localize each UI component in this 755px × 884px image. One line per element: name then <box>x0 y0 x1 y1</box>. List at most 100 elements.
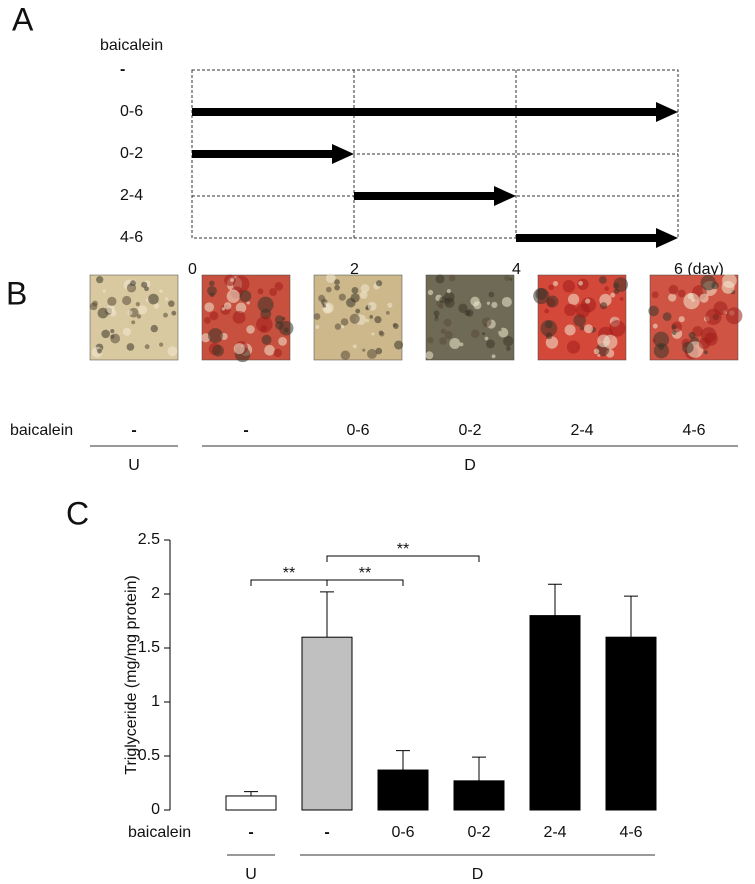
cell-texture <box>212 344 224 357</box>
bar <box>605 636 657 811</box>
cell-texture <box>150 324 159 333</box>
cell-texture <box>486 339 496 349</box>
cell-texture <box>678 316 685 323</box>
cell-texture <box>374 316 382 324</box>
treatment-arrow <box>192 144 354 164</box>
cell-texture <box>208 280 215 287</box>
cell-texture <box>721 280 735 294</box>
cell-texture <box>677 289 686 298</box>
cell-texture <box>610 292 616 298</box>
cell-texture <box>597 334 610 348</box>
x-tick-label: - <box>248 824 253 841</box>
cell-texture <box>597 353 601 357</box>
cell-texture <box>486 301 491 305</box>
error-bar <box>320 591 334 638</box>
cell-texture <box>427 336 434 344</box>
x-tick-label: 0-6 <box>391 824 414 841</box>
cell-texture <box>366 348 377 359</box>
cell-texture <box>385 311 390 315</box>
cell-texture <box>375 280 383 287</box>
row-label: 2-4 <box>120 187 143 204</box>
cell-texture <box>564 324 576 336</box>
cell-texture <box>355 308 361 314</box>
cell-texture <box>283 327 289 333</box>
bar <box>529 615 581 811</box>
x-tick-label: 0-2 <box>467 824 490 841</box>
cell-texture <box>130 280 136 286</box>
cell-texture <box>207 328 223 344</box>
cell-texture <box>446 289 451 294</box>
cell-texture <box>593 348 600 355</box>
cell-texture <box>122 327 131 336</box>
cell-texture <box>394 340 404 350</box>
micrograph <box>533 274 629 361</box>
micrograph <box>313 273 404 361</box>
cell-texture <box>324 302 329 306</box>
cell-texture <box>167 346 178 357</box>
error-bar <box>396 750 410 771</box>
y-tick-label: 1.5 <box>138 639 160 656</box>
y-tick-label: 0 <box>151 801 160 818</box>
cell-texture <box>652 338 656 343</box>
cell-texture <box>444 331 453 340</box>
significance-label: ** <box>397 541 409 558</box>
cell-texture <box>232 310 246 324</box>
cell-texture <box>671 324 677 330</box>
cell-texture <box>318 294 326 302</box>
cell-texture <box>367 301 377 311</box>
error-bar <box>244 791 258 796</box>
cell-texture <box>699 293 709 303</box>
significance-bracket <box>326 555 480 562</box>
cell-texture <box>281 316 286 321</box>
y-tick-label: 0.5 <box>138 747 160 764</box>
bar <box>453 780 505 811</box>
cell-texture <box>334 323 342 330</box>
cell-texture <box>604 286 609 291</box>
cell-texture <box>136 314 142 319</box>
micrograph <box>648 273 743 361</box>
cell-texture <box>682 341 694 354</box>
group-label: U <box>245 866 257 883</box>
cell-texture <box>315 325 320 329</box>
micrograph <box>425 274 515 361</box>
cell-texture <box>578 280 583 286</box>
error-bar <box>624 595 638 638</box>
row-label: - <box>120 61 125 78</box>
cell-texture <box>137 305 147 315</box>
cell-texture <box>223 302 232 310</box>
cell-texture <box>498 328 502 332</box>
cell-texture <box>700 275 716 291</box>
cell-texture <box>233 343 245 355</box>
cell-texture <box>504 275 510 281</box>
cell-texture <box>613 288 620 295</box>
error-bar <box>472 756 486 781</box>
cell-texture <box>449 338 461 349</box>
cell-texture <box>548 284 554 291</box>
cell-texture <box>350 293 360 303</box>
row-header: baicalein <box>10 422 73 439</box>
cell-texture <box>340 324 345 329</box>
cell-texture <box>273 348 282 358</box>
row-label: 0-6 <box>120 103 143 120</box>
group-label: D <box>464 457 476 474</box>
cell-texture <box>256 316 273 333</box>
cell-texture <box>482 332 486 336</box>
cell-texture <box>159 342 164 347</box>
cell-texture <box>600 302 608 310</box>
cell-texture <box>564 303 577 317</box>
cell-texture <box>613 277 629 292</box>
cell-texture <box>159 289 163 293</box>
cell-texture <box>653 343 669 359</box>
cell-texture <box>338 293 346 301</box>
cell-texture <box>668 284 679 295</box>
cell-texture <box>102 289 106 293</box>
cell-texture <box>226 289 240 303</box>
treatment-arrow <box>354 186 516 206</box>
cell-texture <box>257 296 274 313</box>
cell-texture <box>378 330 384 336</box>
bar <box>301 636 353 811</box>
cell-texture <box>360 284 370 293</box>
cell-texture <box>153 302 160 309</box>
error-bar <box>548 583 562 616</box>
cell-texture <box>257 288 264 295</box>
